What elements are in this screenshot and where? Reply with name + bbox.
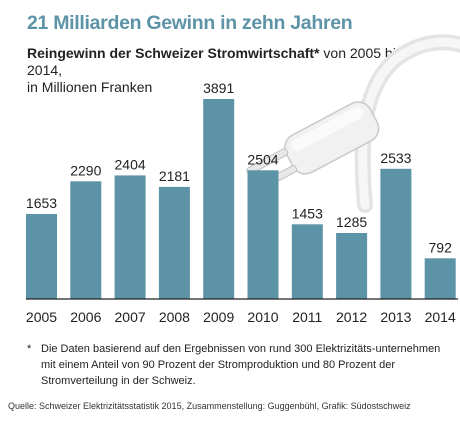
bar-2012 — [336, 233, 368, 299]
bar-2009 — [203, 99, 235, 299]
bar-group: 1653 2005 2290 2006 2404 2007 2181 2008 3891 2009… — [26, 80, 456, 325]
data-label-2011: 1453 — [292, 205, 323, 221]
footnote-text: Die Daten basierend auf den Ergebnissen … — [41, 343, 441, 387]
bar-2010 — [247, 170, 279, 299]
chart-title: 21 Milliarden Gewinn in zehn Jahren — [27, 12, 353, 34]
x-tick-label-2007: 2007 — [115, 309, 146, 325]
data-label-2012: 1285 — [336, 214, 367, 230]
x-tick-label-2012: 2012 — [336, 309, 367, 325]
data-label-2008: 2181 — [159, 168, 190, 184]
bar-2008 — [158, 186, 190, 299]
footnote-marker: * — [27, 343, 32, 355]
bar-2007 — [114, 175, 146, 299]
subtitle-line2: in Millionen Franken — [27, 79, 153, 95]
data-label-2009: 3891 — [203, 80, 234, 96]
data-label-2005: 1653 — [26, 195, 57, 211]
data-label-2013: 2533 — [380, 150, 411, 166]
x-tick-label-2010: 2010 — [247, 309, 278, 325]
bar-2013 — [380, 168, 412, 299]
bar-2005 — [26, 214, 57, 299]
footnote: * Die Daten basierend auf den Ergebnisse… — [27, 341, 447, 389]
x-tick-label-2005: 2005 — [26, 309, 57, 325]
data-label-2007: 2404 — [115, 156, 146, 172]
plug-prong-top — [246, 148, 289, 175]
power-plug-icon — [246, 34, 460, 213]
x-tick-label-2008: 2008 — [159, 309, 190, 325]
bar-2014 — [424, 258, 456, 299]
bar-2006 — [70, 181, 102, 299]
data-label-2006: 2290 — [70, 162, 101, 178]
x-tick-label-2009: 2009 — [203, 309, 234, 325]
x-tick-label-2013: 2013 — [380, 309, 411, 325]
data-label-2010: 2504 — [247, 151, 278, 167]
x-tick-label-2006: 2006 — [70, 309, 101, 325]
chart-subtitle: Reingewinn der Schweizer Stromwirtschaft… — [27, 45, 427, 96]
bar-2011 — [291, 224, 323, 299]
subtitle-bold: Reingewinn der Schweizer Stromwirtschaft… — [27, 45, 320, 61]
subtitle-rest: von 2005 bis 2014, — [27, 45, 403, 78]
bar-chart: 1653 2005 2290 2006 2404 2007 2181 2008 3891 2009… — [26, 34, 460, 325]
data-label-2014: 792 — [429, 239, 453, 255]
x-tick-label-2011: 2011 — [292, 309, 322, 325]
source-credit: Quelle: Schweizer Elektrizitätsstatistik… — [8, 401, 411, 411]
x-tick-label-2014: 2014 — [425, 309, 456, 325]
